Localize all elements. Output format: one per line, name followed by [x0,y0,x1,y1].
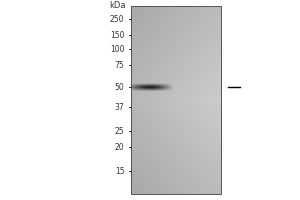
Text: 15: 15 [115,166,124,176]
Text: 20: 20 [115,142,124,152]
Text: 75: 75 [115,60,124,70]
Text: 150: 150 [110,30,124,40]
Text: 50: 50 [115,82,124,92]
Bar [130,6,220,194]
Text: 25: 25 [115,127,124,136]
Text: 37: 37 [115,102,124,112]
Text: 250: 250 [110,15,124,23]
Text: 100: 100 [110,45,124,53]
Text: kDa: kDa [110,0,126,9]
